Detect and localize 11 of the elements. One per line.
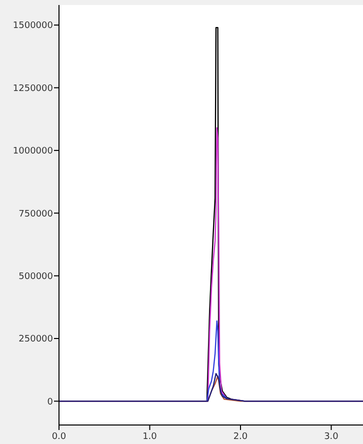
x-tick-label: 3.0 bbox=[324, 432, 339, 442]
x-tick-label: 0.0 bbox=[52, 432, 66, 442]
y-tick-label: 1250000 bbox=[12, 84, 54, 94]
x-tick-label: 1.0 bbox=[142, 432, 158, 442]
x-tick-label: 2.0 bbox=[233, 432, 248, 442]
y-tick-label: 1500000 bbox=[12, 21, 54, 32]
y-tick-label: 1000000 bbox=[12, 146, 54, 157]
y-tick-label: 0 bbox=[47, 397, 54, 408]
y-tick-label: 250000 bbox=[18, 334, 54, 345]
y-tick-label: 750000 bbox=[18, 209, 54, 220]
y-tick-label: 500000 bbox=[18, 272, 54, 282]
